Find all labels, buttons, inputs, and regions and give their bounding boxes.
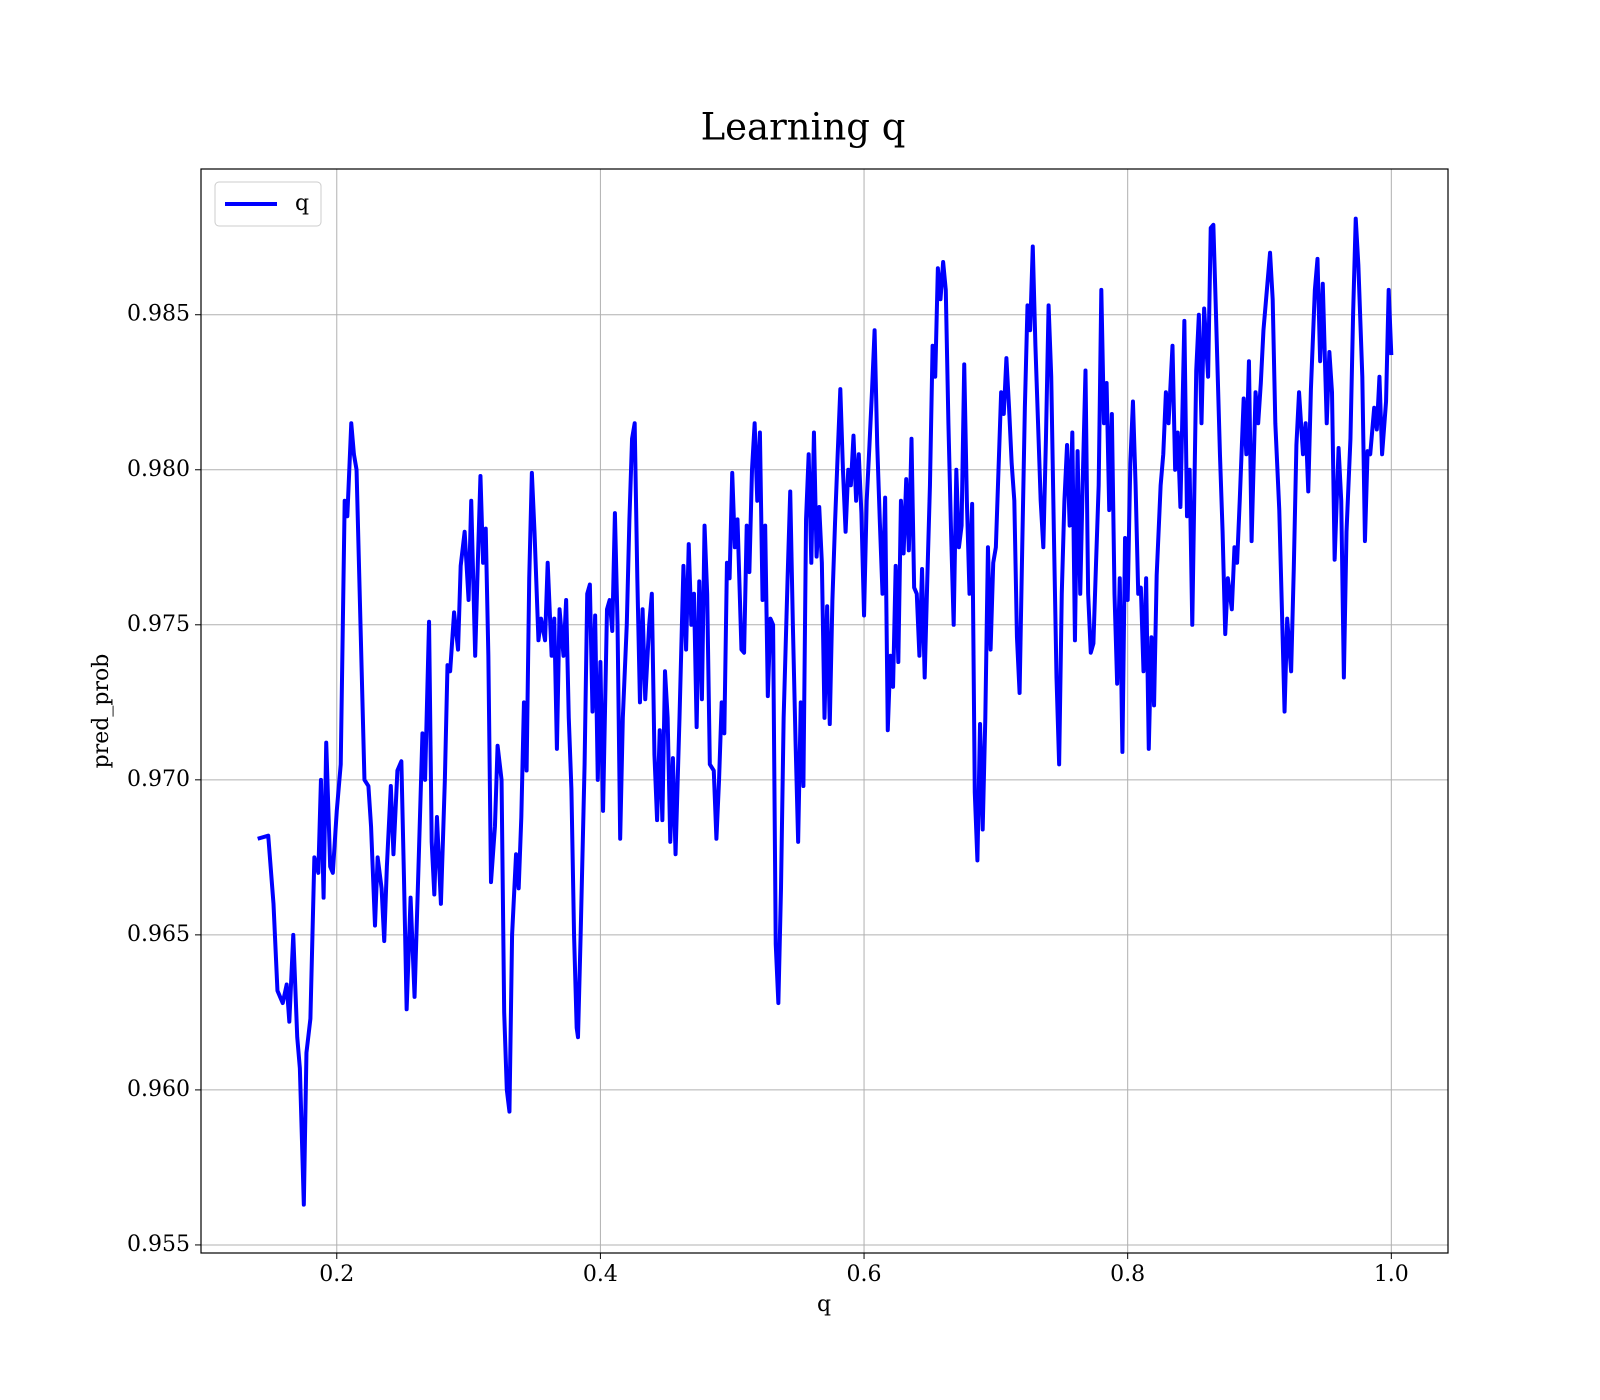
y-tick-label: 0.955 [127, 1232, 190, 1257]
x-tick-label: 0.6 [847, 1262, 882, 1287]
y-tick-label: 0.975 [127, 612, 190, 637]
legend-label: q [295, 191, 309, 216]
x-tick-label: 0.2 [319, 1262, 354, 1287]
y-axis-label: pred_prob [89, 654, 114, 769]
x-tick-label: 0.8 [1110, 1262, 1145, 1287]
y-tick-label: 0.960 [127, 1077, 190, 1102]
y-tick-label: 0.965 [127, 922, 190, 947]
y-tick-label: 0.970 [127, 767, 190, 792]
x-tick-label: 1.0 [1374, 1262, 1409, 1287]
x-tick-label: 0.4 [583, 1262, 618, 1287]
y-tick-label: 0.985 [127, 302, 190, 327]
plot-frame [200, 168, 1449, 1254]
chart-title: Learning q [701, 106, 906, 149]
x-axis-label: q [817, 1292, 831, 1317]
data-line [257, 216, 1394, 1207]
y-tick-label: 0.980 [127, 457, 190, 482]
